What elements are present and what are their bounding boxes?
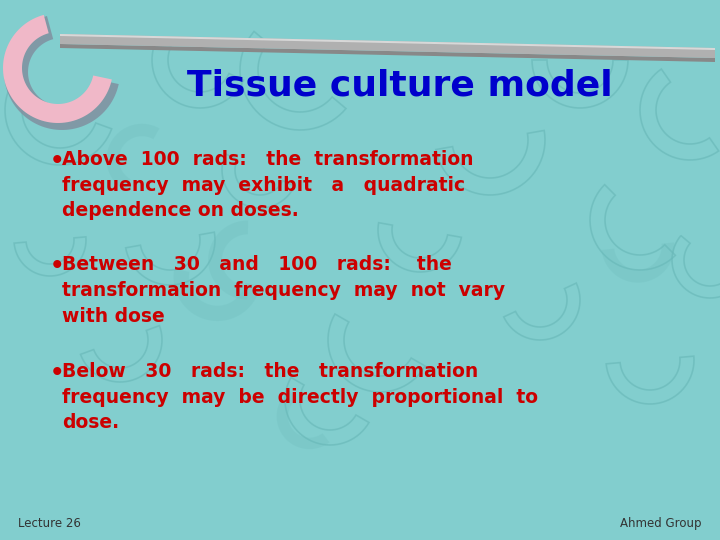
- Polygon shape: [3, 15, 112, 123]
- Polygon shape: [60, 44, 715, 62]
- Text: Below   30   rads:   the   transformation
frequency  may  be  directly  proporti: Below 30 rads: the transformation freque…: [62, 362, 538, 433]
- Text: •: •: [50, 150, 65, 173]
- Text: Between   30   and   100   rads:    the
transformation  frequency  may  not  var: Between 30 and 100 rads: the transformat…: [62, 255, 505, 326]
- Polygon shape: [602, 242, 675, 282]
- Polygon shape: [174, 269, 261, 321]
- Polygon shape: [4, 16, 119, 130]
- Text: •: •: [50, 255, 65, 278]
- Polygon shape: [60, 34, 715, 50]
- Polygon shape: [208, 220, 248, 300]
- Text: Ahmed Group: Ahmed Group: [621, 517, 702, 530]
- Text: Lecture 26: Lecture 26: [18, 517, 81, 530]
- Polygon shape: [276, 390, 330, 449]
- Polygon shape: [107, 124, 159, 190]
- Text: •: •: [50, 362, 65, 385]
- Text: Tissue culture model: Tissue culture model: [187, 68, 613, 102]
- Text: Above  100  rads:   the  transformation
frequency  may  exhibit   a   quadratic
: Above 100 rads: the transformation frequ…: [62, 150, 474, 220]
- Polygon shape: [60, 34, 715, 58]
